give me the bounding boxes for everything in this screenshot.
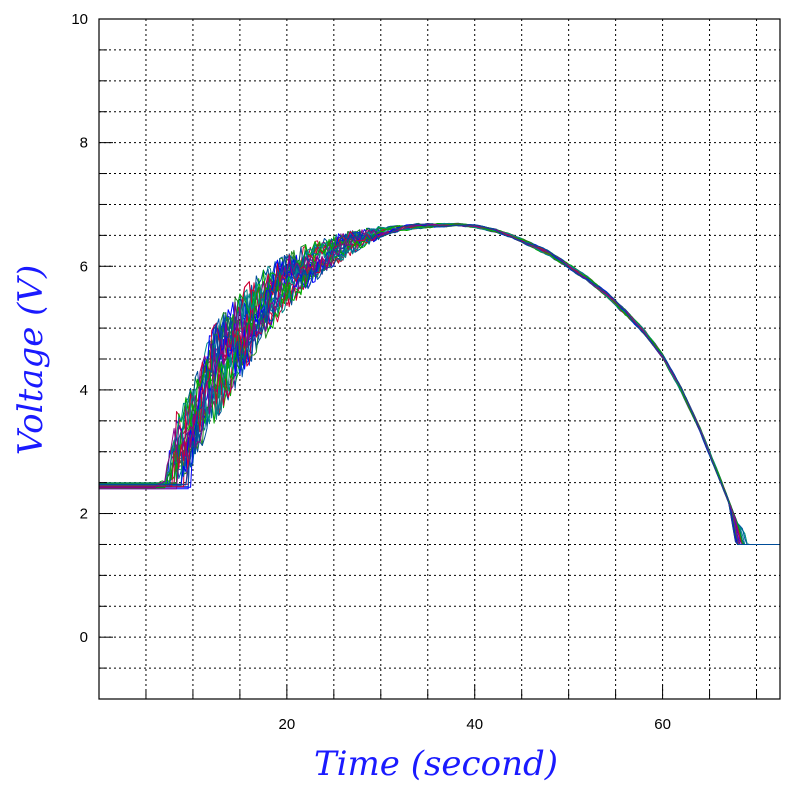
x-tick-label: 20 bbox=[279, 716, 296, 733]
series-line bbox=[99, 223, 780, 545]
series-group bbox=[99, 222, 780, 545]
x-tick-label: 40 bbox=[466, 716, 483, 733]
y-tick-label: 0 bbox=[80, 629, 88, 646]
plot-frame bbox=[98, 18, 781, 700]
tick-marks bbox=[99, 49, 758, 699]
y-tick-label: 8 bbox=[80, 135, 88, 152]
y-tick-label: 2 bbox=[80, 506, 88, 523]
series-line bbox=[99, 223, 780, 545]
series-line bbox=[99, 223, 780, 545]
y-tick-label: 6 bbox=[80, 258, 88, 275]
y-axis-title: Voltage (V) bbox=[11, 265, 51, 456]
y-tick-label: 10 bbox=[71, 11, 88, 28]
x-axis-title: Time (second) bbox=[314, 744, 558, 784]
y-tick-label: 4 bbox=[80, 382, 88, 399]
series-line bbox=[99, 223, 780, 545]
grid-lines bbox=[99, 19, 780, 699]
tick-labels: 20 40 60 0 2 4 6 8 10 bbox=[71, 11, 671, 733]
x-tick-label: 60 bbox=[654, 716, 671, 733]
